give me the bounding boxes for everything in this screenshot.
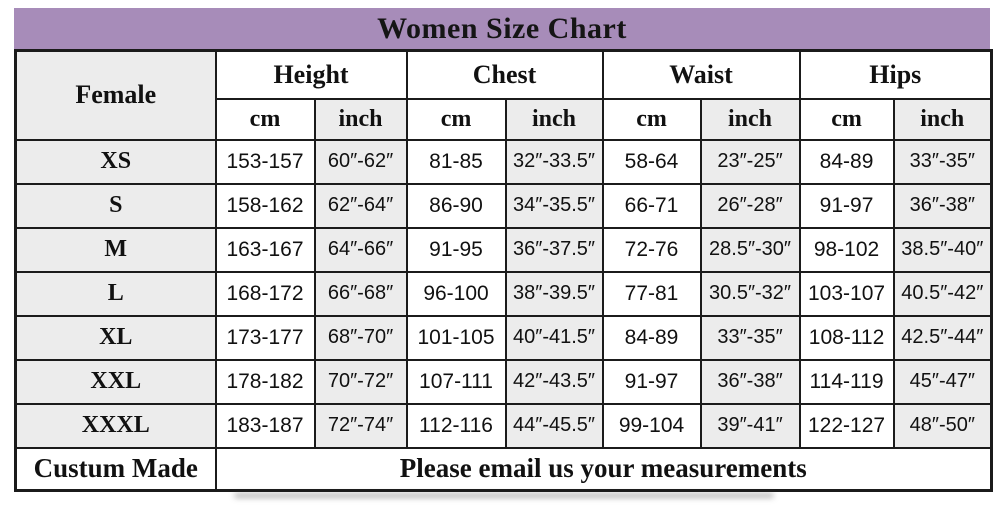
- unit-header-cm: cm: [214, 97, 316, 141]
- column-header-hips: Hips: [798, 49, 993, 100]
- table-row: S 158-162 62″-64″ 86-90 34″-35.5″ 66-71 …: [14, 182, 993, 229]
- waist-cm-value: 72-76: [601, 226, 702, 273]
- waist-cm-value: 58-64: [601, 138, 702, 185]
- chest-cm-value: 112-116: [405, 402, 507, 449]
- size-label: S: [14, 182, 217, 229]
- waist-inch-value: 39″-41″: [699, 402, 801, 449]
- height-cm-value: 178-182: [214, 358, 316, 405]
- height-inch-value: 72″-74″: [313, 402, 408, 449]
- page-title: Women Size Chart: [14, 8, 990, 49]
- chest-inch-value: 38″-39.5″: [504, 270, 604, 317]
- chest-cm-value: 86-90: [405, 182, 507, 229]
- column-header-height: Height: [214, 49, 408, 100]
- hips-cm-value: 98-102: [798, 226, 895, 273]
- hips-inch-value: 33″-35″: [892, 138, 993, 185]
- unit-header-inch: inch: [504, 97, 604, 141]
- hips-cm-value: 103-107: [798, 270, 895, 317]
- chest-cm-value: 107-111: [405, 358, 507, 405]
- bottom-smudge: [234, 493, 774, 498]
- height-cm-value: 173-177: [214, 314, 316, 361]
- unit-header-inch: inch: [313, 97, 408, 141]
- hips-cm-value: 122-127: [798, 402, 895, 449]
- hips-cm-value: 108-112: [798, 314, 895, 361]
- chest-inch-value: 40″-41.5″: [504, 314, 604, 361]
- column-header-waist: Waist: [601, 49, 801, 100]
- custom-made-row: Custum Made Please email us your measure…: [14, 446, 993, 492]
- waist-inch-value: 36″-38″: [699, 358, 801, 405]
- hips-inch-value: 36″-38″: [892, 182, 993, 229]
- unit-header-cm: cm: [405, 97, 507, 141]
- waist-cm-value: 66-71: [601, 182, 702, 229]
- waist-cm-value: 84-89: [601, 314, 702, 361]
- height-cm-value: 183-187: [214, 402, 316, 449]
- waist-cm-value: 91-97: [601, 358, 702, 405]
- hips-inch-value: 38.5″-40″: [892, 226, 993, 273]
- unit-header-inch: inch: [699, 97, 801, 141]
- height-inch-value: 68″-70″: [313, 314, 408, 361]
- height-inch-value: 70″-72″: [313, 358, 408, 405]
- height-inch-value: 64″-66″: [313, 226, 408, 273]
- size-chart-page: Women Size Chart Female Height Chest Wai…: [14, 8, 994, 498]
- size-table: Female Height Chest Waist Hips cm inch c…: [14, 49, 994, 492]
- size-label: XS: [14, 138, 217, 185]
- size-label: XXXL: [14, 402, 217, 449]
- size-label: L: [14, 270, 217, 317]
- table-row: L 168-172 66″-68″ 96-100 38″-39.5″ 77-81…: [14, 270, 993, 317]
- height-cm-value: 163-167: [214, 226, 316, 273]
- column-header-chest: Chest: [405, 49, 604, 100]
- chest-inch-value: 34″-35.5″: [504, 182, 604, 229]
- hips-inch-value: 48″-50″: [892, 402, 993, 449]
- chest-inch-value: 44″-45.5″: [504, 402, 604, 449]
- waist-inch-value: 26″-28″: [699, 182, 801, 229]
- waist-cm-value: 77-81: [601, 270, 702, 317]
- table-row: XS 153-157 60″-62″ 81-85 32″-33.5″ 58-64…: [14, 138, 993, 185]
- waist-cm-value: 99-104: [601, 402, 702, 449]
- hips-inch-value: 45″-47″: [892, 358, 993, 405]
- size-label: XXL: [14, 358, 217, 405]
- custom-made-label: Custum Made: [14, 446, 217, 492]
- waist-inch-value: 28.5″-30″: [699, 226, 801, 273]
- table-row: M 163-167 64″-66″ 91-95 36″-37.5″ 72-76 …: [14, 226, 993, 273]
- height-cm-value: 158-162: [214, 182, 316, 229]
- waist-inch-value: 23″-25″: [699, 138, 801, 185]
- size-label: M: [14, 226, 217, 273]
- group-header-row: Female Height Chest Waist Hips: [14, 49, 993, 141]
- height-cm-value: 153-157: [214, 138, 316, 185]
- table-row: XL 173-177 68″-70″ 101-105 40″-41.5″ 84-…: [14, 314, 993, 361]
- chest-cm-value: 81-85: [405, 138, 507, 185]
- chest-inch-value: 32″-33.5″: [504, 138, 604, 185]
- height-inch-value: 60″-62″: [313, 138, 408, 185]
- table-row: XXL 178-182 70″-72″ 107-111 42″-43.5″ 91…: [14, 358, 993, 405]
- unit-header-cm: cm: [601, 97, 702, 141]
- unit-header-row: cm inch cm inch cm inch cm inch: [16, 97, 993, 141]
- waist-inch-value: 30.5″-32″: [699, 270, 801, 317]
- chest-inch-value: 36″-37.5″: [504, 226, 604, 273]
- custom-made-message: Please email us your measurements: [214, 446, 993, 492]
- chest-inch-value: 42″-43.5″: [504, 358, 604, 405]
- height-inch-value: 62″-64″: [313, 182, 408, 229]
- table-row: XXXL 183-187 72″-74″ 112-116 44″-45.5″ 9…: [14, 402, 993, 449]
- female-header: Female: [14, 49, 217, 141]
- hips-cm-value: 91-97: [798, 182, 895, 229]
- chest-cm-value: 101-105: [405, 314, 507, 361]
- unit-header-cm: cm: [798, 97, 895, 141]
- unit-header-inch: inch: [892, 97, 993, 141]
- hips-cm-value: 84-89: [798, 138, 895, 185]
- height-inch-value: 66″-68″: [313, 270, 408, 317]
- chest-cm-value: 96-100: [405, 270, 507, 317]
- height-cm-value: 168-172: [214, 270, 316, 317]
- waist-inch-value: 33″-35″: [699, 314, 801, 361]
- chest-cm-value: 91-95: [405, 226, 507, 273]
- hips-inch-value: 42.5″-44″: [892, 314, 993, 361]
- size-label: XL: [14, 314, 217, 361]
- hips-inch-value: 40.5″-42″: [892, 270, 993, 317]
- hips-cm-value: 114-119: [798, 358, 895, 405]
